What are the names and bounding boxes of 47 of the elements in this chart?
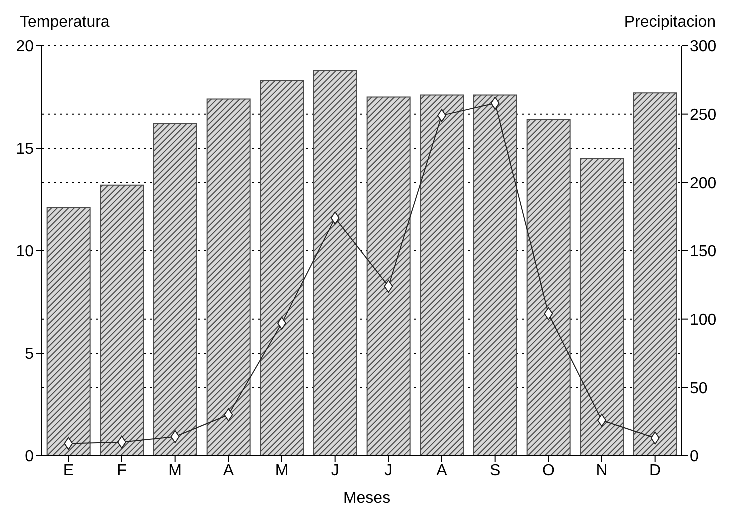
y2-tick-label: 300	[690, 38, 717, 56]
y2-tick-label: 150	[690, 244, 717, 261]
y-tick-label: 10	[16, 244, 34, 261]
bar	[420, 94, 464, 456]
point	[330, 212, 340, 225]
x-tick-label: F	[117, 462, 128, 480]
bar	[526, 119, 571, 456]
bar	[46, 207, 91, 456]
x-tick-label: S	[490, 462, 501, 480]
y2-tick-label: 0	[690, 448, 699, 466]
bar	[260, 80, 304, 456]
x-axis-title: Meses	[342, 490, 392, 508]
bar	[580, 158, 624, 456]
y2-tick-label: 200	[690, 175, 717, 192]
bar	[206, 98, 251, 456]
x-tick-label: E	[63, 462, 74, 480]
x-tick-label: O	[542, 462, 555, 480]
x-tick-label: N	[596, 462, 608, 480]
point	[490, 96, 500, 110]
x-tick-label: M	[275, 462, 289, 480]
y2-tick-label: 100	[690, 312, 717, 330]
x-tick-label: M	[168, 462, 182, 480]
bar	[634, 92, 678, 456]
bar	[314, 70, 358, 456]
bar	[474, 94, 518, 456]
y-tick-label: 20	[16, 38, 34, 56]
point	[544, 307, 554, 320]
point	[64, 437, 74, 450]
x-tick-label: A	[223, 462, 234, 480]
point	[650, 432, 660, 445]
y2-axis-title: Precipitacion	[624, 14, 716, 32]
y-tick-label: 15	[16, 141, 34, 158]
bar	[366, 96, 411, 456]
y-tick-label: 0	[25, 448, 34, 466]
bar	[154, 123, 198, 456]
x-tick-label: D	[650, 462, 662, 480]
bar	[100, 184, 144, 456]
point	[170, 430, 180, 444]
x-tick-label: J	[384, 462, 393, 480]
point	[384, 280, 394, 294]
y2-tick-label: 50	[690, 380, 708, 398]
y-tick-label: 5	[25, 346, 34, 364]
y-axis-title: Temperatura	[20, 14, 110, 32]
point	[224, 408, 234, 422]
y2-tick-label: 250	[690, 107, 717, 124]
x-tick-label: A	[436, 462, 448, 480]
x-tick-label: J	[331, 462, 340, 480]
